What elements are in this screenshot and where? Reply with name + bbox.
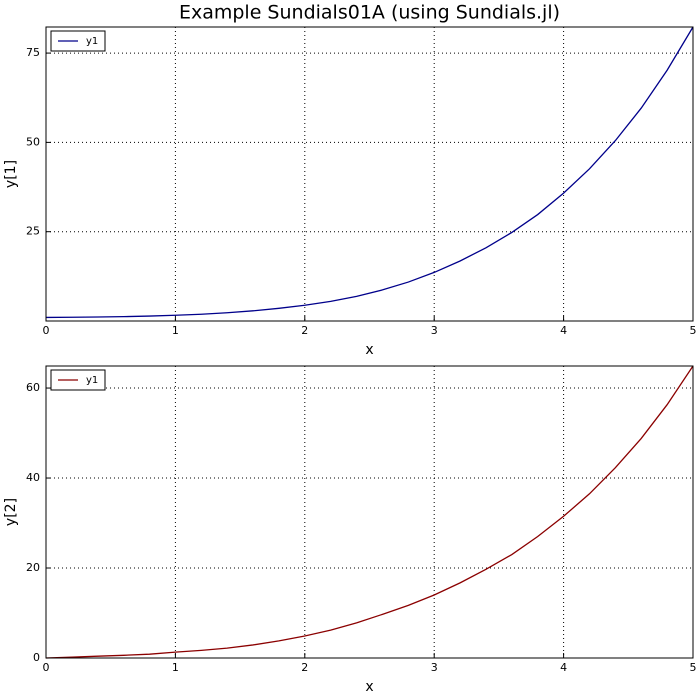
y-tick-label: 0 <box>33 651 40 664</box>
x-tick-label: 1 <box>172 661 179 674</box>
y-tick-label: 25 <box>26 225 40 238</box>
x-tick-label: 4 <box>560 661 567 674</box>
y-tick-label: 40 <box>26 471 40 484</box>
x-tick-label: 1 <box>172 324 179 337</box>
legend-label: y1 <box>86 375 98 386</box>
y-axis-label: y[1] <box>3 160 19 188</box>
y-tick-label: 50 <box>26 135 40 148</box>
y-tick-label: 60 <box>26 381 40 394</box>
x-tick-label: 5 <box>690 661 697 674</box>
y-tick-label: 75 <box>26 46 40 59</box>
x-tick-label: 3 <box>431 661 438 674</box>
x-tick-label: 2 <box>301 661 308 674</box>
x-axis-label: x <box>365 342 373 358</box>
x-tick-label: 4 <box>560 324 567 337</box>
legend-label: y1 <box>86 36 98 47</box>
data-line <box>45 365 694 659</box>
plot-frame <box>45 365 694 659</box>
data-line <box>45 26 694 319</box>
x-tick-label: 5 <box>690 324 697 337</box>
y-axis-label: y[2] <box>3 498 19 526</box>
x-tick-label: 3 <box>431 324 438 337</box>
x-axis-label: x <box>365 679 373 695</box>
x-tick-label: 0 <box>43 661 50 674</box>
x-tick-label: 0 <box>43 324 50 337</box>
y-tick-label: 20 <box>26 561 40 574</box>
chart-title: Example Sundials01A (using Sundials.jl) <box>179 2 560 24</box>
x-tick-label: 2 <box>301 324 308 337</box>
plot-frame <box>45 26 694 322</box>
